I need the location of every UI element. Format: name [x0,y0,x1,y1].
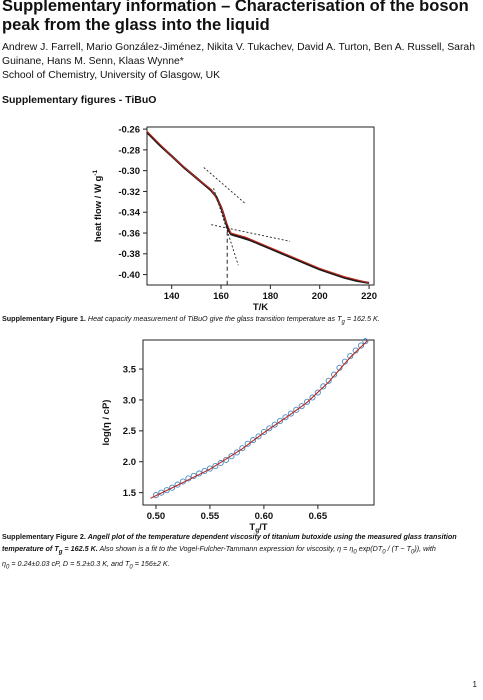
y-tick-label: -0.32 [118,187,140,198]
paper-title: Supplementary information – Characterisa… [2,0,469,34]
data-point [228,453,235,460]
affiliation: School of Chemistry, University of Glasg… [2,70,221,81]
x-tick-label: 160 [213,291,229,302]
caption-1-label: Supplementary Figure 1. [2,314,86,323]
data-point [352,347,359,354]
plot-frame [146,126,375,286]
data-point [152,492,160,499]
plot-frame [142,339,375,506]
y-axis-label: heat flow / W g-1 [92,169,104,242]
figure-1-caption: Supplementary Figure 1. Heat capacity me… [2,313,480,328]
data-line [146,131,370,284]
y-tick-label: -0.30 [118,166,140,177]
tangent-line [203,167,246,205]
data-point [362,338,369,345]
caption-2-bold: Angell plot of the temperature dependent… [2,532,457,556]
caption-1-text: Heat capacity measurement of TiBuO give … [85,314,380,326]
data-point [325,377,332,384]
x-tick-label: 0.50 [147,511,166,522]
y-tick-label: -0.36 [118,228,140,239]
data-point [163,487,170,494]
data-point [309,394,316,401]
x-tick-label: 220 [361,291,377,302]
y-tick-label: -0.34 [118,208,140,219]
data-point [206,465,213,472]
data-point [293,406,300,413]
data-point [357,342,365,349]
x-tick-label: 0.55 [201,511,220,522]
data-point [314,389,321,396]
data-point [298,403,305,410]
x-tick-label: 0.65 [309,511,328,522]
y-tick-label: -0.40 [118,270,140,281]
chart-2: 0.50 0.55 0.60 0.65 1.5 2.0 2.5 3.0 3.5 Tg/T log(η… [101,338,375,534]
caption-2-text: Also shown is a fit to the Vogel-Fulcher… [2,544,436,571]
data-point [169,484,176,491]
y-tick-label: 2.5 [123,426,137,437]
x-tick-label: 140 [164,291,180,302]
data-point [320,383,327,390]
data-point [260,429,267,436]
data-point [277,417,284,425]
data-point [239,445,246,452]
x-tick-label: 180 [262,291,278,302]
tangent-line [211,224,291,242]
y-tick-label: 3.0 [123,395,136,406]
y-axis-label: log(η / cP) [101,400,112,446]
x-axis-label: Tg/T [249,522,267,534]
data-point [304,398,311,405]
author-list: Andrew J. Farrell, Mario González-Jiméne… [2,42,475,67]
x-tick-label: 0.60 [255,511,274,522]
data-point [255,433,262,440]
data-point [158,489,165,496]
section-heading: Supplementary figures - TiBuO [2,94,157,106]
data-point [347,353,354,360]
data-point [282,414,289,421]
caption-2-label: Supplementary Figure 2. [2,532,86,541]
data-point [266,425,273,432]
x-axis-label: T/K [253,302,268,313]
data-point [244,440,251,447]
data-point [287,410,294,417]
y-tick-label: 1.5 [123,488,137,499]
tangent-line [213,188,239,266]
x-tick-label: 200 [312,291,328,302]
figure-2-caption: Supplementary Figure 2. Angell plot of t… [2,531,480,574]
data-point [212,463,219,470]
data-point [250,437,257,444]
data-point [217,459,224,467]
data-point [271,421,278,428]
data-point [223,456,230,463]
y-tick-label: -0.26 [118,124,140,135]
y-tick-label: 3.5 [123,364,137,375]
chart-1: 140 160 180 200 220 -0.26 -0.28 -0.30 -0.32 -0.34… [92,124,377,313]
author-block: Andrew J. Farrell, Mario González-Jiméne… [2,41,480,83]
y-tick-label: -0.28 [118,145,140,156]
y-tick-label: 2.0 [123,457,136,468]
page-number: 1 [472,680,477,689]
data-point [233,449,240,456]
fit-line [150,340,368,499]
data-point [331,371,338,378]
fit-line [146,130,370,284]
data-point [174,481,181,488]
y-tick-label: -0.38 [118,249,140,260]
